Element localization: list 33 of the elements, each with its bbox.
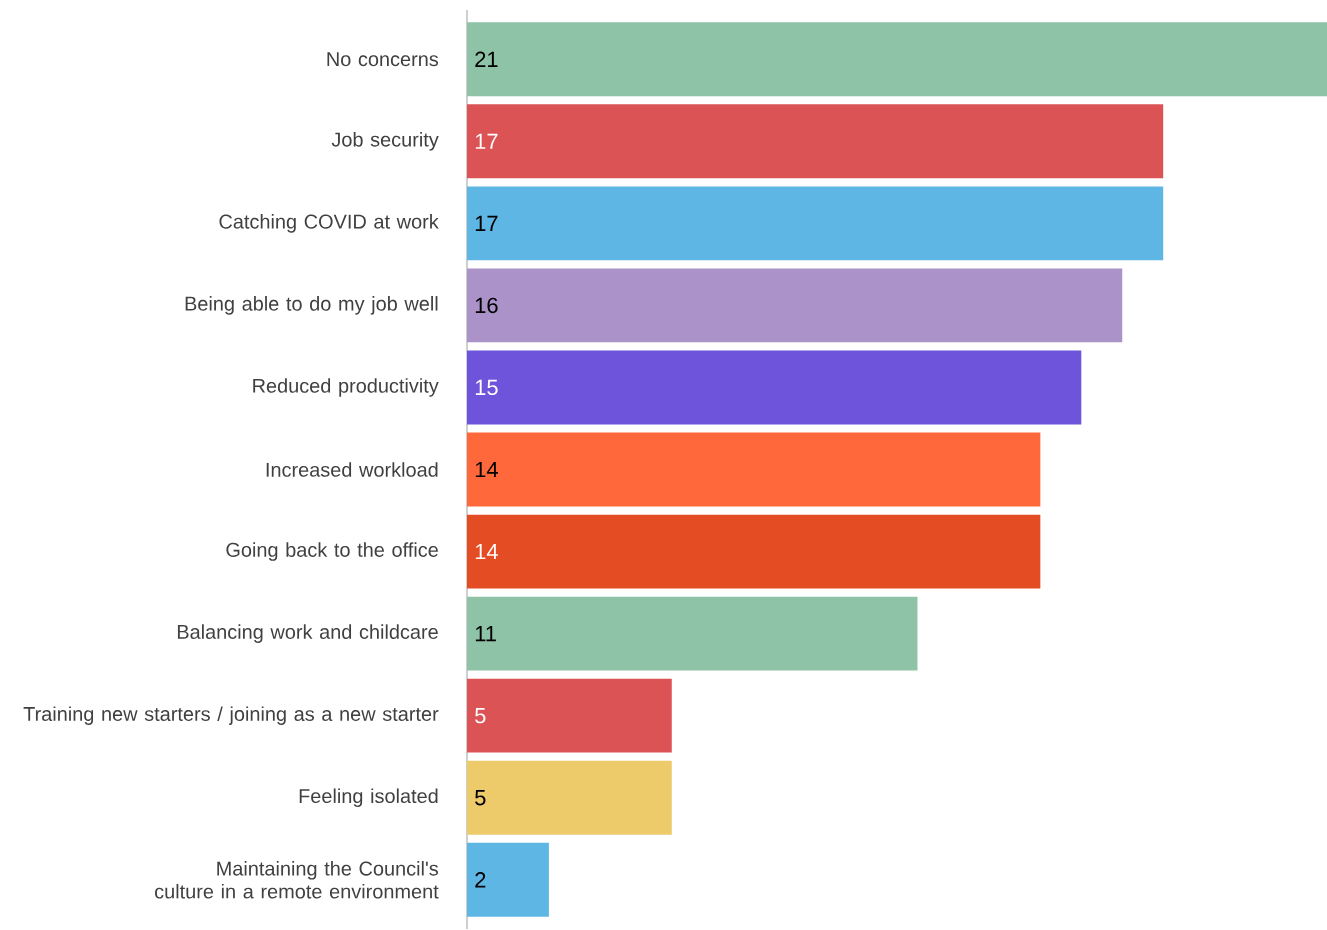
data-label: 21 [475, 51, 498, 68]
y-tick-label: Training new starters / joining as a new starter [23, 706, 439, 726]
y-tick-label: Catching COVID at work [219, 214, 439, 233]
data-label: 17 [475, 215, 498, 232]
data-label: 2 [475, 872, 486, 888]
data-label: 5 [475, 708, 486, 724]
data-label: 17 [475, 133, 498, 149]
bar [467, 760, 672, 835]
data-label: 15 [475, 379, 498, 396]
y-tick-label: Feeling isolated [299, 788, 438, 808]
y-tick-label: No concerns [327, 52, 439, 67]
bar [467, 596, 918, 671]
y-tick-label: Balancing work and childcare [177, 624, 438, 644]
bar [467, 22, 1327, 97]
data-label: 14 [475, 544, 498, 560]
bar [467, 268, 1123, 343]
bar [467, 678, 672, 753]
data-label: 11 [475, 626, 496, 642]
bar [467, 186, 1164, 261]
y-tick-label: Going back to the office [226, 542, 438, 561]
bar [467, 842, 549, 917]
y-tick-label: Reduced productivity [253, 378, 439, 397]
bar [467, 514, 1041, 589]
data-label: 14 [475, 462, 498, 478]
y-tick-label: Job security [331, 132, 439, 151]
y-tick-label: Being able to do my job well [185, 296, 438, 315]
bar [467, 350, 1082, 425]
bar [467, 432, 1041, 507]
y-tick-label: Increased workload [266, 462, 438, 477]
bar [467, 104, 1164, 179]
data-label: 16 [475, 297, 498, 314]
data-label: 5 [475, 790, 486, 806]
y-tick-label: Maintaining the Council's culture in a remote environment [155, 861, 439, 899]
